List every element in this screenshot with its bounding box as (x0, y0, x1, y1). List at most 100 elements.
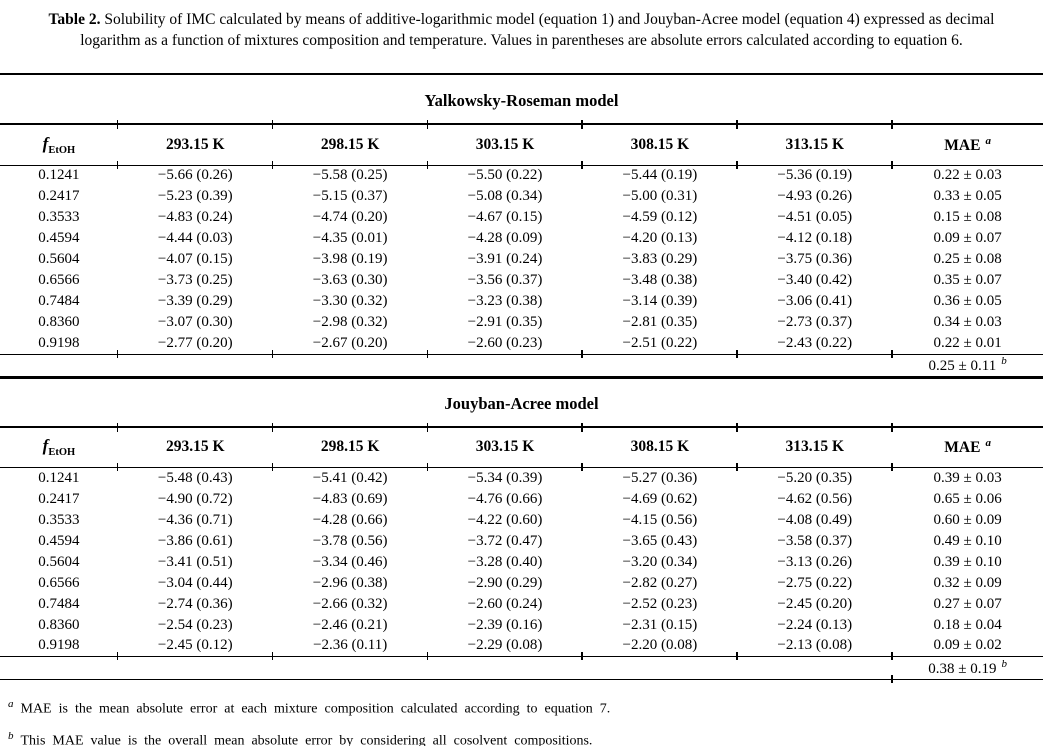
table-cell: 0.1241 (38, 469, 80, 486)
overall-mae-spacer (0, 656, 893, 680)
table-cell: 0.8360 (38, 616, 80, 633)
column-header-row: fEtOH 293.15 K 298.15 K 303.15 K 308.15 … (0, 121, 1043, 170)
table-row: 0.1241 −5.66 (0.26) −5.58 (0.25) −5.50 (0.2… (0, 165, 1043, 186)
table-cell: 0.49 ± 0.10 (933, 532, 1002, 549)
table-cell: 0.60 ± 0.09 (933, 511, 1002, 528)
table-cell: −2.73 (0.37) (777, 314, 853, 330)
mae-superscript: a (985, 437, 991, 450)
jouyban-acree-table: Jouyban-Acree model fEtOH 293.15 K 298.1… (0, 379, 1043, 683)
table-cell: −3.56 (0.37) (467, 272, 543, 288)
table-cell: −5.44 (0.19) (622, 167, 698, 184)
table-cell: −4.07 (0.15) (157, 251, 233, 267)
footnote-b-text: This MAE value is the overall mean absol… (20, 733, 593, 746)
col-header-temp-1: 293.15 K (116, 423, 273, 472)
table-cell: 0.39 ± 0.10 (933, 553, 1002, 570)
table-cell: 0.09 ± 0.02 (891, 635, 1043, 660)
table-row: 0.2417 −4.90 (0.72) −4.83 (0.69) −4.76 (0.6… (0, 489, 1043, 510)
table-cell: −4.20 (0.13) (622, 230, 698, 246)
table-cell: −3.75 (0.36) (777, 251, 853, 267)
col-header-temp-4: 308.15 K (581, 121, 738, 170)
table-cell: 0.8360 (38, 314, 80, 330)
table-cell: 0.6566 (38, 272, 80, 288)
table-cell: −2.60 (0.24) (467, 595, 543, 612)
table-cell: −2.91 (0.35) (467, 314, 543, 330)
table-cell: −3.73 (0.25) (157, 272, 233, 288)
table-cell: 0.4594 (38, 532, 80, 549)
table-cell: −4.67 (0.15) (467, 209, 543, 225)
table-cell: −4.44 (0.03) (157, 230, 233, 246)
col-header-temp-1: 293.15 K (116, 121, 273, 170)
table-row: 0.4594 −4.44 (0.03) −4.35 (0.01) −4.28 (0.0… (0, 228, 1043, 249)
table-cell: −4.08 (0.49) (777, 511, 853, 528)
table-cell: −5.36 (0.19) (777, 167, 853, 184)
model-title: Yalkowsky-Roseman model (0, 73, 1043, 124)
model-title-row: Jouyban-Acree model (0, 379, 1043, 427)
table-cell: −4.15 (0.56) (622, 511, 698, 528)
table-cell: −2.46 (0.21) (312, 616, 388, 633)
table-row: 0.3533 −4.83 (0.24) −4.74 (0.20) −4.67 (0.1… (0, 207, 1043, 228)
col-header-fetoh: fEtOH (0, 425, 118, 468)
footnote-a: a MAE is the mean absolute error at each … (8, 691, 1035, 723)
table-cell: −5.66 (0.26) (157, 167, 233, 184)
table-row: 0.1241 −5.48 (0.43) −5.41 (0.42) −5.34 (0.3… (0, 468, 1043, 489)
table-cell: −4.83 (0.69) (312, 490, 388, 507)
footnote-ref-b: b (1001, 658, 1007, 670)
table-cell: 0.7484 (38, 595, 80, 612)
table-cell: −5.34 (0.39) (467, 469, 543, 486)
footnote-ref-b: b (1001, 355, 1007, 367)
table-cell: −3.34 (0.46) (312, 553, 388, 570)
table-row: 0.3533 −4.36 (0.71) −4.28 (0.66) −4.22 (0.6… (0, 510, 1043, 531)
table-cell: −3.06 (0.41) (777, 293, 853, 309)
table-cell: −2.51 (0.22) (581, 333, 738, 358)
col-header-fetoh: fEtOH (0, 123, 118, 166)
table-cell: −2.54 (0.23) (157, 616, 233, 633)
table-cell: −5.41 (0.42) (312, 469, 388, 486)
table-row: 0.9198 −2.45 (0.12) −2.36 (0.11) −2.29 (0.0… (0, 635, 1043, 660)
col-header-temp-2: 298.15 K (271, 121, 428, 170)
table-cell: −3.28 (0.40) (467, 553, 543, 570)
table-row: 0.5604 −4.07 (0.15) −3.98 (0.19) −3.91 (0.2… (0, 249, 1043, 270)
col-header-temp-4: 308.15 K (581, 423, 738, 472)
col-header-temp-5: 313.15 K (736, 121, 893, 170)
table-cell: −3.13 (0.26) (777, 553, 853, 570)
table-cell: 0.33 ± 0.05 (933, 188, 1002, 204)
table-cell: −2.29 (0.08) (426, 635, 583, 660)
table-cell: −2.31 (0.15) (622, 616, 698, 633)
table-cell: −3.65 (0.43) (622, 532, 698, 549)
table-cell: −3.30 (0.32) (312, 293, 388, 309)
table-cell: −3.40 (0.42) (777, 272, 853, 288)
table-cell: 0.36 ± 0.05 (933, 293, 1002, 309)
table-cell: 0.1241 (38, 167, 80, 184)
table-cell: −2.75 (0.22) (777, 574, 853, 591)
overall-mae-row: 0.25 ± 0.11 b (0, 354, 1043, 379)
table-cell: 0.3533 (38, 209, 80, 225)
table-cell: 0.18 ± 0.04 (933, 616, 1002, 633)
table-cell: 0.5604 (38, 251, 80, 267)
model-title-row: Yalkowsky-Roseman model (0, 73, 1043, 124)
table-cell: −2.39 (0.16) (467, 616, 543, 633)
model-title: Jouyban-Acree model (444, 394, 599, 413)
table-cell: −2.90 (0.29) (467, 574, 543, 591)
table-cell: −4.76 (0.66) (467, 490, 543, 507)
footnote-a-text: MAE is the mean absolute error at each m… (20, 701, 611, 717)
table-cell: −2.60 (0.23) (426, 333, 583, 358)
table-cell: −3.20 (0.34) (622, 553, 698, 570)
table-cell: −2.45 (0.20) (777, 595, 853, 612)
table-row: 0.4594 −3.86 (0.61) −3.78 (0.56) −3.72 (0.4… (0, 531, 1043, 552)
table-caption: Table 2. Solubility of IMC calculated by… (0, 0, 1043, 73)
table-cell: −4.90 (0.72) (157, 490, 233, 507)
column-header-row: fEtOH 293.15 K 298.15 K 303.15 K 308.15 … (0, 423, 1043, 472)
table-row: 0.5604 −3.41 (0.51) −3.34 (0.46) −3.28 (0.4… (0, 552, 1043, 573)
table-cell: −4.22 (0.60) (467, 511, 543, 528)
table-cell: −3.91 (0.24) (467, 251, 543, 267)
col-header-temp-5: 313.15 K (736, 423, 893, 472)
table-cell: −4.74 (0.20) (312, 209, 388, 225)
table-cell: 0.15 ± 0.08 (933, 209, 1002, 225)
table-cell: −3.41 (0.51) (157, 553, 233, 570)
table-cell: −4.12 (0.18) (777, 230, 853, 246)
table-cell: −3.72 (0.47) (467, 532, 543, 549)
table-cell: −5.15 (0.37) (312, 188, 388, 204)
table-cell: −5.50 (0.22) (467, 167, 543, 184)
table-cell: −2.66 (0.32) (312, 595, 388, 612)
table-cell: −5.58 (0.25) (312, 167, 388, 184)
